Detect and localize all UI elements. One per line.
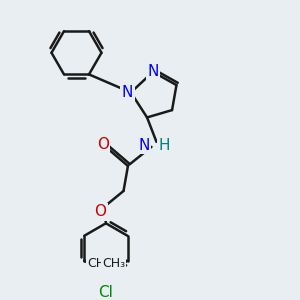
Text: O: O — [97, 137, 109, 152]
Text: H: H — [158, 138, 170, 153]
Text: O: O — [94, 204, 106, 219]
Text: N: N — [138, 138, 149, 153]
Text: CH₃: CH₃ — [87, 257, 110, 270]
Text: N: N — [147, 64, 159, 80]
Text: N: N — [122, 85, 133, 100]
Text: Cl: Cl — [98, 286, 113, 300]
Text: CH₃: CH₃ — [102, 257, 125, 270]
